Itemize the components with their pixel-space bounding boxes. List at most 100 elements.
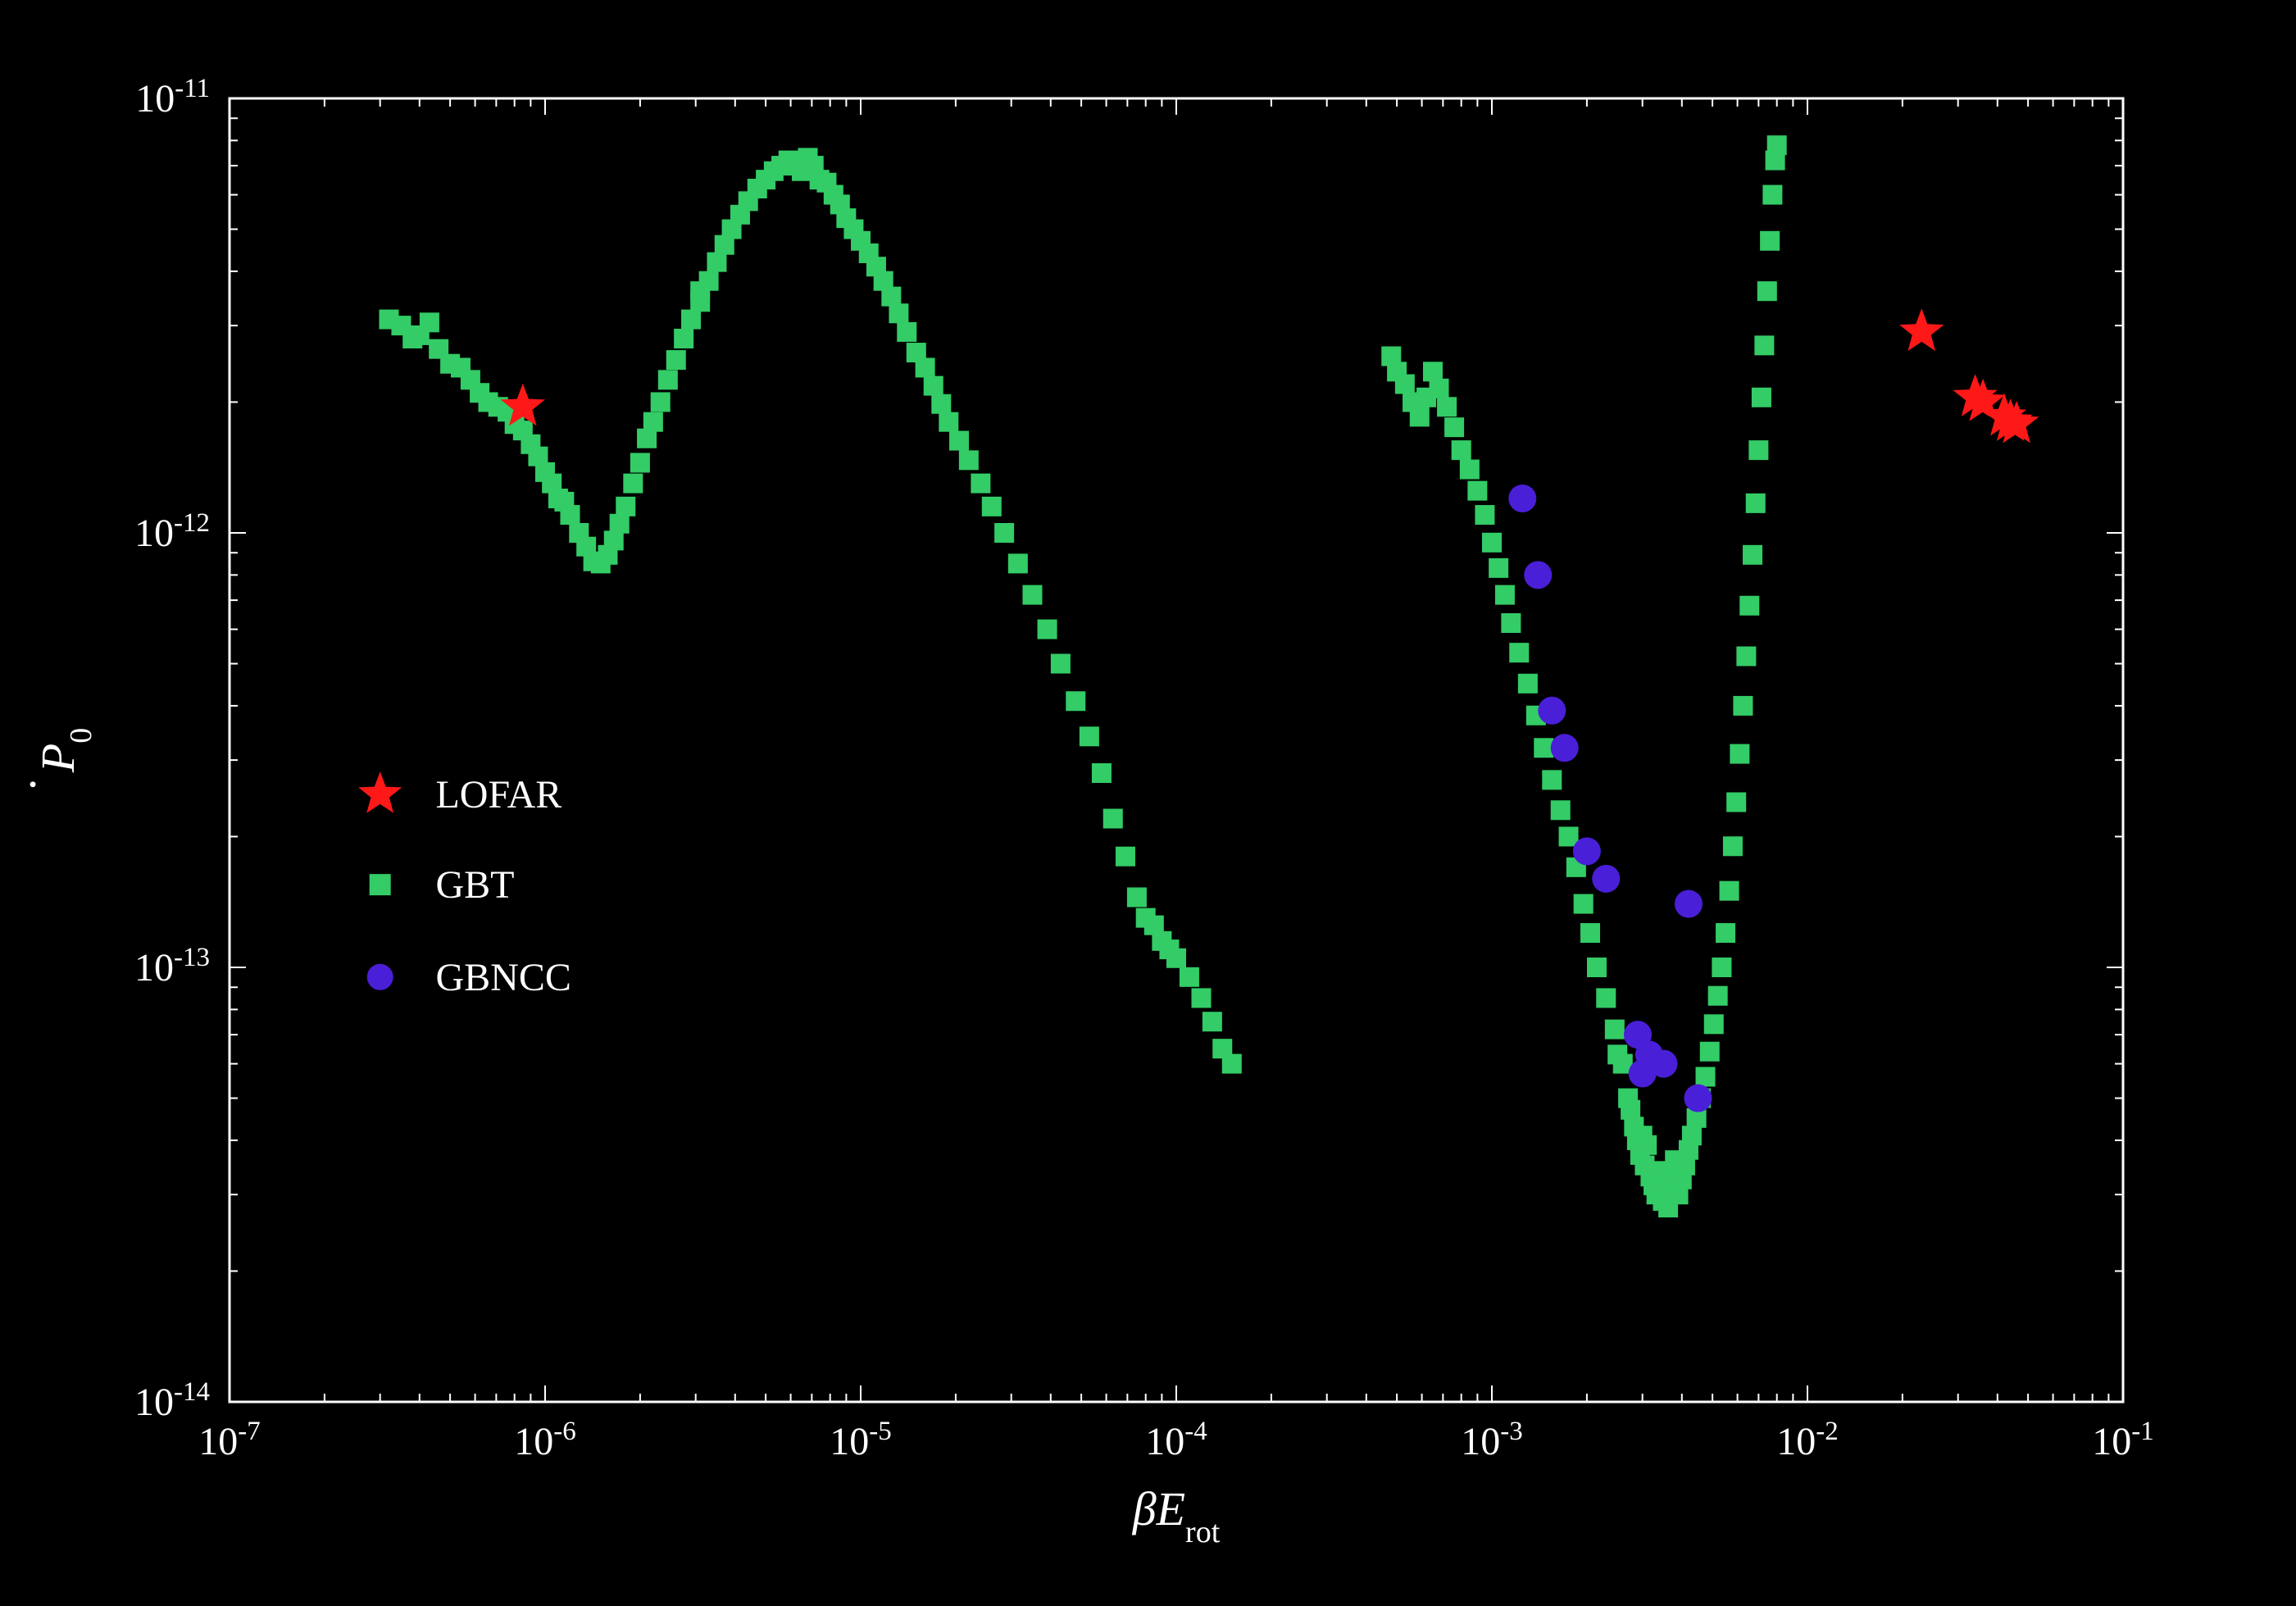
point-gbt: [1410, 407, 1430, 426]
point-gbt: [1092, 763, 1112, 783]
point-gbt: [1166, 949, 1186, 968]
point-gbncc: [1649, 1050, 1677, 1078]
point-gbt: [1518, 674, 1538, 694]
point-gbt: [681, 310, 701, 330]
point-gbt: [604, 530, 624, 550]
point-gbt: [994, 523, 1014, 543]
point-gbt: [1127, 887, 1147, 907]
point-gbt: [1730, 744, 1749, 764]
point-gbt: [420, 312, 439, 332]
point-gbt: [1708, 986, 1728, 1006]
point-gbt: [1762, 185, 1782, 205]
point-gbt: [959, 450, 979, 470]
point-gbt: [1696, 1067, 1716, 1086]
point-gbt: [1587, 958, 1607, 977]
point-gbncc: [1538, 697, 1566, 725]
point-gbt: [881, 287, 901, 307]
point-gbt: [916, 357, 935, 377]
point-gbt: [560, 505, 580, 525]
point-gbt: [707, 253, 726, 272]
point-gbt: [971, 474, 990, 494]
point-gbt: [1008, 553, 1028, 573]
point-gbt: [1534, 738, 1553, 758]
point-gbt: [623, 474, 643, 494]
point-gbt: [1191, 988, 1211, 1008]
point-gbt: [1712, 958, 1731, 977]
point-gbt: [651, 392, 671, 412]
point-gbt: [1022, 585, 1042, 605]
point-gbt: [1423, 362, 1443, 381]
point-gbt: [1509, 643, 1529, 662]
point-gbt: [1467, 481, 1487, 501]
point-gbt: [1452, 440, 1471, 460]
legend-label-gbt: GBT: [435, 863, 514, 907]
chart-container: 10-710-610-510-410-310-210-110-1410-1310…: [0, 0, 2296, 1606]
point-gbt: [1736, 647, 1756, 667]
point-gbt: [1460, 460, 1480, 480]
point-gbt: [1103, 809, 1123, 829]
point-gbt: [1716, 923, 1735, 943]
point-gbt: [1760, 231, 1780, 251]
point-gbt: [666, 350, 686, 370]
point-gbt: [1746, 494, 1766, 513]
chart-bg: [0, 0, 2296, 1606]
point-gbncc: [1573, 837, 1601, 865]
point-gbncc: [1592, 865, 1620, 893]
point-gbt: [1723, 836, 1743, 856]
point-gbt: [1574, 894, 1594, 914]
point-gbt: [1551, 800, 1571, 820]
point-gbt: [889, 303, 908, 323]
point-gbt: [939, 412, 958, 432]
point-gbt: [1430, 379, 1449, 398]
point-gbt: [1754, 335, 1774, 355]
point-gbt: [1482, 533, 1502, 553]
point-gbt: [897, 322, 916, 342]
point-gbt: [1637, 1135, 1657, 1155]
point-gbt: [1743, 545, 1762, 565]
point-gbt: [1757, 281, 1777, 301]
point-gbt: [924, 376, 943, 396]
point-gbt: [1444, 417, 1464, 437]
point-gbt: [1720, 881, 1739, 901]
point-gbt: [1395, 375, 1415, 394]
legend-marker-gbncc: [367, 964, 393, 990]
point-gbt: [1767, 135, 1787, 155]
point-gbt: [982, 497, 1002, 516]
point-gbncc: [1551, 734, 1579, 762]
point-gbt: [1748, 440, 1768, 460]
point-gbt: [674, 329, 693, 348]
point-gbt: [1222, 1054, 1242, 1074]
point-gbt: [1752, 388, 1771, 407]
point-gbt: [1733, 696, 1753, 716]
point-gbt: [610, 514, 630, 534]
point-gbncc: [1675, 890, 1703, 918]
legend-label-lofar: LOFAR: [435, 773, 561, 817]
point-gbt: [931, 394, 951, 414]
point-gbt: [1180, 967, 1199, 987]
point-gbt: [1726, 792, 1746, 812]
point-gbt: [1542, 770, 1562, 789]
point-gbt: [1116, 847, 1135, 867]
point-gbt: [1203, 1012, 1222, 1031]
point-gbt: [1066, 691, 1085, 711]
point-gbt: [1580, 923, 1600, 943]
point-gbt: [1495, 585, 1515, 605]
point-gbncc: [1684, 1085, 1712, 1112]
point-gbt: [1475, 505, 1494, 525]
point-gbt: [1605, 1020, 1625, 1040]
point-gbt: [1038, 620, 1057, 639]
point-gbt: [1501, 613, 1521, 633]
point-gbt: [630, 453, 650, 472]
point-gbt: [616, 497, 635, 516]
point-gbncc: [1524, 561, 1552, 589]
point-gbt: [1489, 558, 1508, 578]
scatter-chart: 10-710-610-510-410-310-210-110-1410-1310…: [0, 0, 2296, 1606]
point-gbt: [1704, 1014, 1724, 1034]
point-gbt: [643, 412, 663, 432]
legend-label-gbncc: GBNCC: [435, 956, 571, 999]
point-gbt: [699, 271, 719, 291]
point-gbncc: [1508, 485, 1536, 512]
point-gbt: [949, 431, 969, 451]
point-gbt: [1739, 596, 1759, 616]
point-gbt: [1051, 654, 1071, 674]
